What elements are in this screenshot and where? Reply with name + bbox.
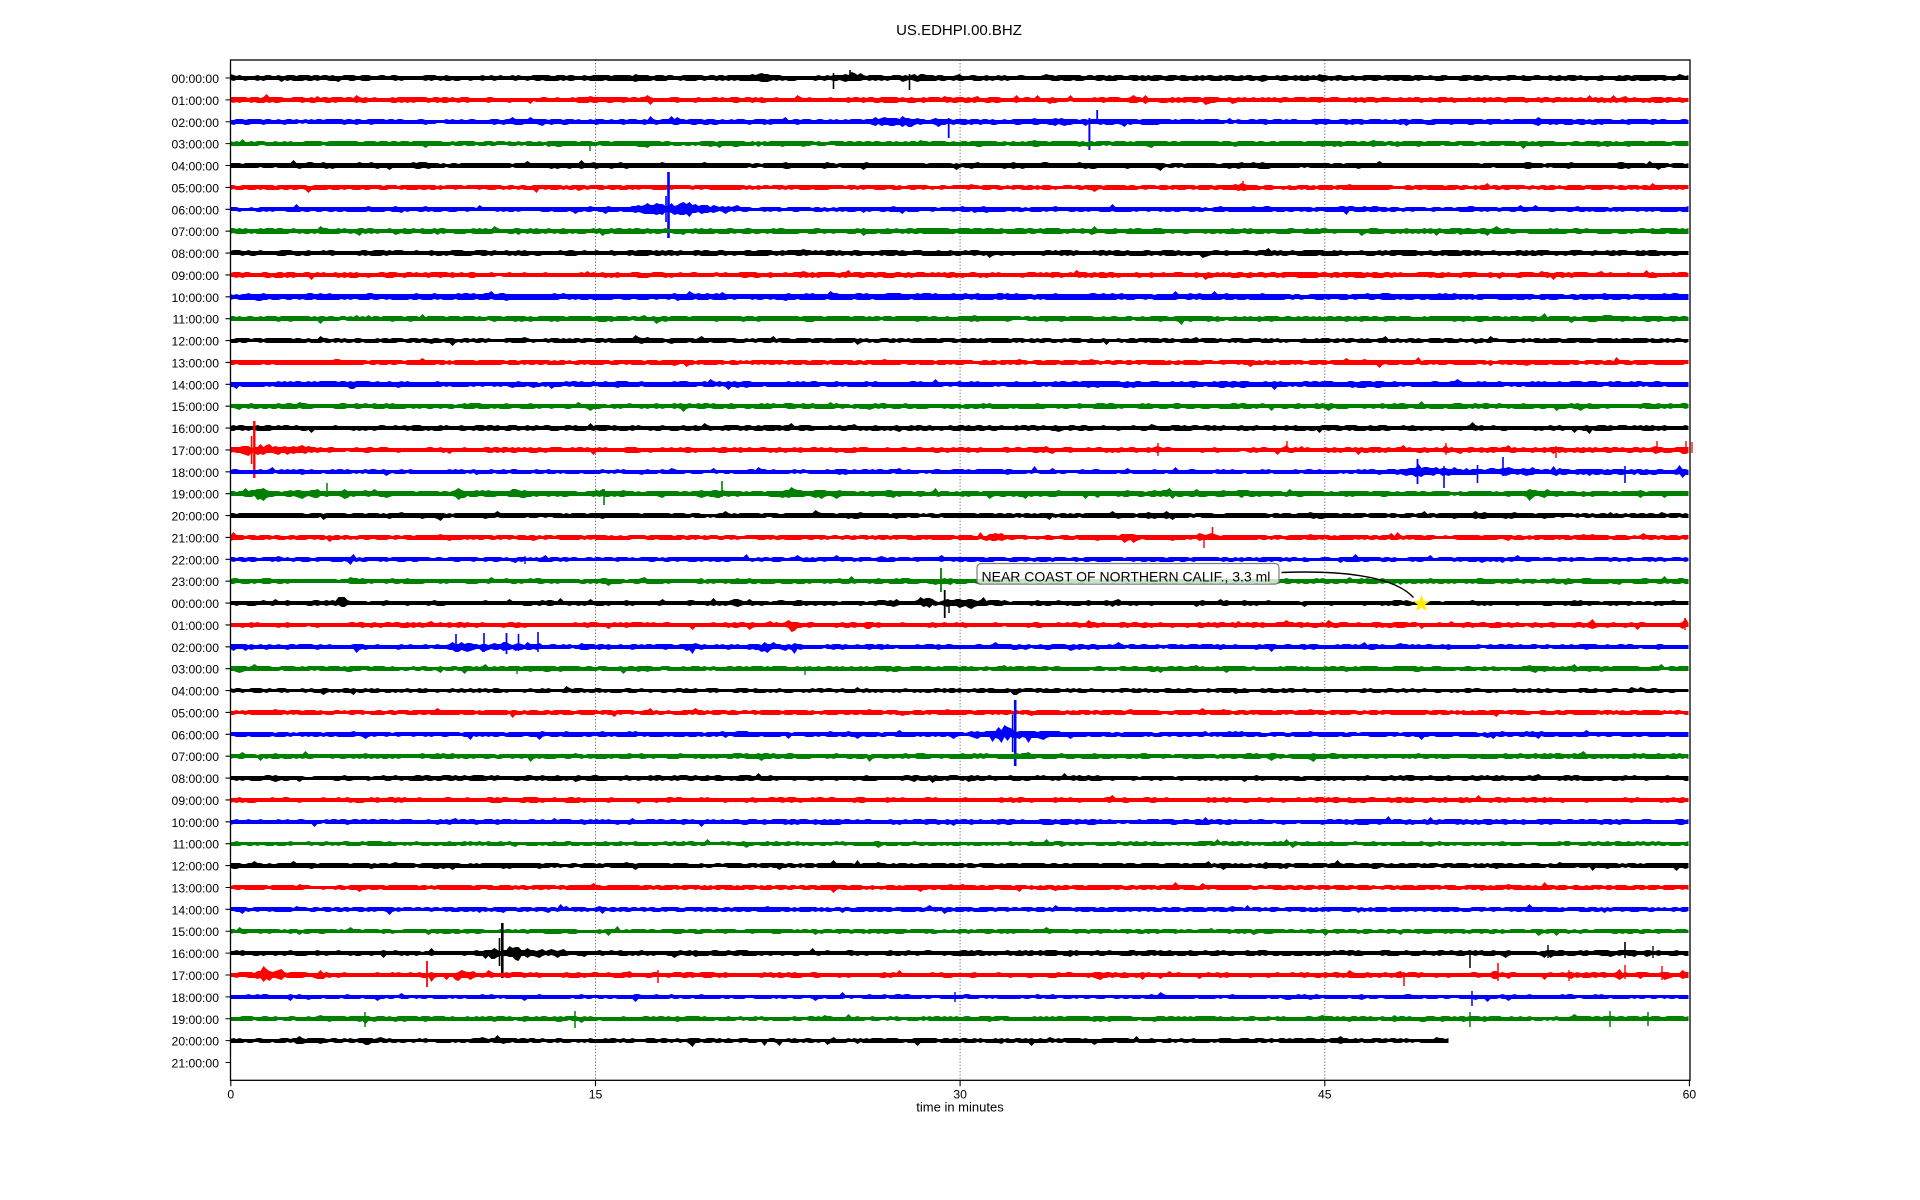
svg-text:00:00:00: 00:00:00 — [172, 597, 220, 611]
svg-text:02:00:00: 02:00:00 — [172, 641, 220, 655]
svg-text:01:00:00: 01:00:00 — [172, 94, 220, 108]
svg-text:16:00:00: 16:00:00 — [172, 947, 220, 961]
svg-text:19:00:00: 19:00:00 — [172, 1013, 220, 1027]
svg-text:06:00:00: 06:00:00 — [172, 203, 220, 217]
svg-text:19:00:00: 19:00:00 — [172, 488, 220, 502]
svg-text:10:00:00: 10:00:00 — [172, 816, 220, 830]
svg-text:07:00:00: 07:00:00 — [172, 225, 220, 239]
svg-text:60: 60 — [1683, 1088, 1697, 1102]
svg-text:05:00:00: 05:00:00 — [172, 181, 220, 195]
svg-text:03:00:00: 03:00:00 — [172, 663, 220, 677]
svg-text:09:00:00: 09:00:00 — [172, 794, 220, 808]
svg-text:01:00:00: 01:00:00 — [172, 619, 220, 633]
svg-text:05:00:00: 05:00:00 — [172, 707, 220, 721]
svg-text:11:00:00: 11:00:00 — [172, 838, 219, 852]
svg-text:23:00:00: 23:00:00 — [172, 575, 220, 589]
svg-text:13:00:00: 13:00:00 — [172, 882, 220, 896]
svg-text:00:00:00: 00:00:00 — [172, 72, 220, 86]
svg-text:10:00:00: 10:00:00 — [172, 291, 220, 305]
svg-text:17:00:00: 17:00:00 — [172, 969, 220, 983]
svg-text:14:00:00: 14:00:00 — [172, 903, 220, 917]
svg-text:time in minutes: time in minutes — [916, 1100, 1004, 1115]
svg-text:15:00:00: 15:00:00 — [172, 400, 220, 414]
svg-text:18:00:00: 18:00:00 — [172, 466, 220, 480]
svg-text:20:00:00: 20:00:00 — [172, 510, 220, 524]
svg-text:02:00:00: 02:00:00 — [172, 116, 220, 130]
svg-text:06:00:00: 06:00:00 — [172, 728, 220, 742]
svg-text:12:00:00: 12:00:00 — [172, 335, 220, 349]
svg-text:04:00:00: 04:00:00 — [172, 685, 220, 699]
svg-text:14:00:00: 14:00:00 — [172, 378, 220, 392]
svg-text:03:00:00: 03:00:00 — [172, 138, 220, 152]
svg-text:16:00:00: 16:00:00 — [172, 422, 220, 436]
svg-text:18:00:00: 18:00:00 — [172, 991, 220, 1005]
svg-text:09:00:00: 09:00:00 — [172, 269, 220, 283]
svg-text:11:00:00: 11:00:00 — [172, 313, 219, 327]
svg-text:US.EDHPI.00.BHZ: US.EDHPI.00.BHZ — [896, 22, 1022, 39]
svg-text:30: 30 — [953, 1088, 967, 1102]
svg-text:12:00:00: 12:00:00 — [172, 860, 220, 874]
svg-text:20:00:00: 20:00:00 — [172, 1035, 220, 1049]
svg-text:17:00:00: 17:00:00 — [172, 444, 220, 458]
svg-text:13:00:00: 13:00:00 — [172, 356, 220, 370]
svg-text:0: 0 — [227, 1088, 234, 1102]
svg-text:08:00:00: 08:00:00 — [172, 772, 220, 786]
svg-text:21:00:00: 21:00:00 — [172, 1057, 220, 1071]
svg-text:22:00:00: 22:00:00 — [172, 553, 220, 567]
svg-text:21:00:00: 21:00:00 — [172, 531, 220, 545]
svg-text:45: 45 — [1318, 1088, 1332, 1102]
svg-text:NEAR COAST OF NORTHERN CALIF.,: NEAR COAST OF NORTHERN CALIF., 3.3 ml — [982, 568, 1271, 584]
svg-text:15:00:00: 15:00:00 — [172, 925, 220, 939]
svg-text:04:00:00: 04:00:00 — [172, 160, 220, 174]
svg-text:08:00:00: 08:00:00 — [172, 247, 220, 261]
svg-text:07:00:00: 07:00:00 — [172, 750, 220, 764]
svg-text:15: 15 — [589, 1088, 603, 1102]
